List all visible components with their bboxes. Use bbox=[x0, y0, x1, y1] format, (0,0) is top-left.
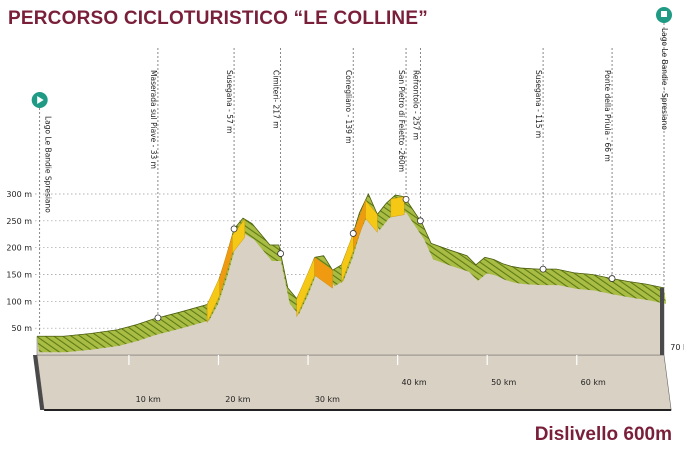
axis-ticks: 50 m 100 m 150 m 200 m 250 m 300 m 10 km 20 km 3… bbox=[6, 190, 684, 404]
chart-title: PERCORSO CICLOTURISTICO “LE COLLINE” bbox=[8, 8, 428, 29]
finish-marker bbox=[656, 7, 672, 23]
profile-base-side bbox=[33, 355, 45, 410]
climb-segment-yellow bbox=[232, 218, 246, 254]
y-tick-label: 200 m bbox=[6, 244, 32, 253]
x-tick-label: 40 km bbox=[402, 378, 427, 387]
profile-base-face bbox=[36, 354, 672, 411]
start-marker bbox=[31, 92, 48, 108]
place-annotations: Lago Le Bandie Spresiano Maserada sul Pia… bbox=[31, 7, 672, 337]
profile-right-edge bbox=[660, 287, 664, 355]
x-tick-label: 20 km bbox=[225, 395, 250, 404]
annotation-point bbox=[277, 250, 285, 257]
annotation-label: Susegana - 115 m bbox=[534, 70, 543, 138]
x-tick-label: 10 km bbox=[136, 395, 161, 404]
climb-segments bbox=[206, 196, 405, 323]
annotation-point bbox=[230, 225, 238, 233]
annotation-label: Lago Le Bandie - Spresiano bbox=[660, 28, 669, 130]
climb-segment-yellow bbox=[390, 196, 405, 218]
x-tick-label: 70 km bbox=[670, 343, 684, 352]
annotation-label: Susegana - 57 m bbox=[225, 70, 234, 133]
annotation-point bbox=[608, 275, 616, 282]
elevation-gain-label: Dislivello 600m bbox=[534, 424, 672, 445]
climb-segment-yellow bbox=[365, 199, 378, 233]
y-tick-label: 300 m bbox=[6, 190, 32, 199]
annotation-point bbox=[349, 230, 357, 237]
annotation-point bbox=[154, 314, 162, 322]
annotation-point bbox=[416, 217, 424, 225]
play-icon bbox=[37, 96, 44, 104]
annotation-label: Conegliano - 139 m bbox=[344, 70, 353, 144]
y-tick-label: 100 m bbox=[6, 297, 32, 306]
y-tick-label: 50 m bbox=[11, 324, 32, 333]
profile-base bbox=[33, 354, 672, 411]
climb-segment-orange bbox=[314, 256, 333, 289]
y-tick-label: 250 m bbox=[6, 217, 32, 226]
profile-hatch-band bbox=[37, 194, 666, 353]
x-tick-label: 30 km bbox=[315, 395, 340, 404]
annotation-label: Ponte della Priula - 66 m bbox=[603, 70, 612, 162]
annotation-label: Lago Le Bandie Spresiano bbox=[44, 116, 53, 213]
flag-icon bbox=[661, 11, 667, 17]
annotation-label: San Pietro di Feletto -260m bbox=[397, 70, 406, 172]
annotation-label: Maserada sul Piave - 33 m bbox=[149, 70, 158, 169]
x-tick-label: 50 km bbox=[491, 378, 516, 387]
annotation-point bbox=[402, 195, 410, 203]
y-tick-label: 150 m bbox=[6, 271, 32, 280]
x-tick-label: 60 km bbox=[581, 378, 606, 387]
annotation-label: Refrontolo - 257 m bbox=[411, 70, 420, 140]
annotation-label: Cimiteri- 217 m bbox=[272, 70, 281, 129]
annotation-point bbox=[539, 265, 547, 273]
